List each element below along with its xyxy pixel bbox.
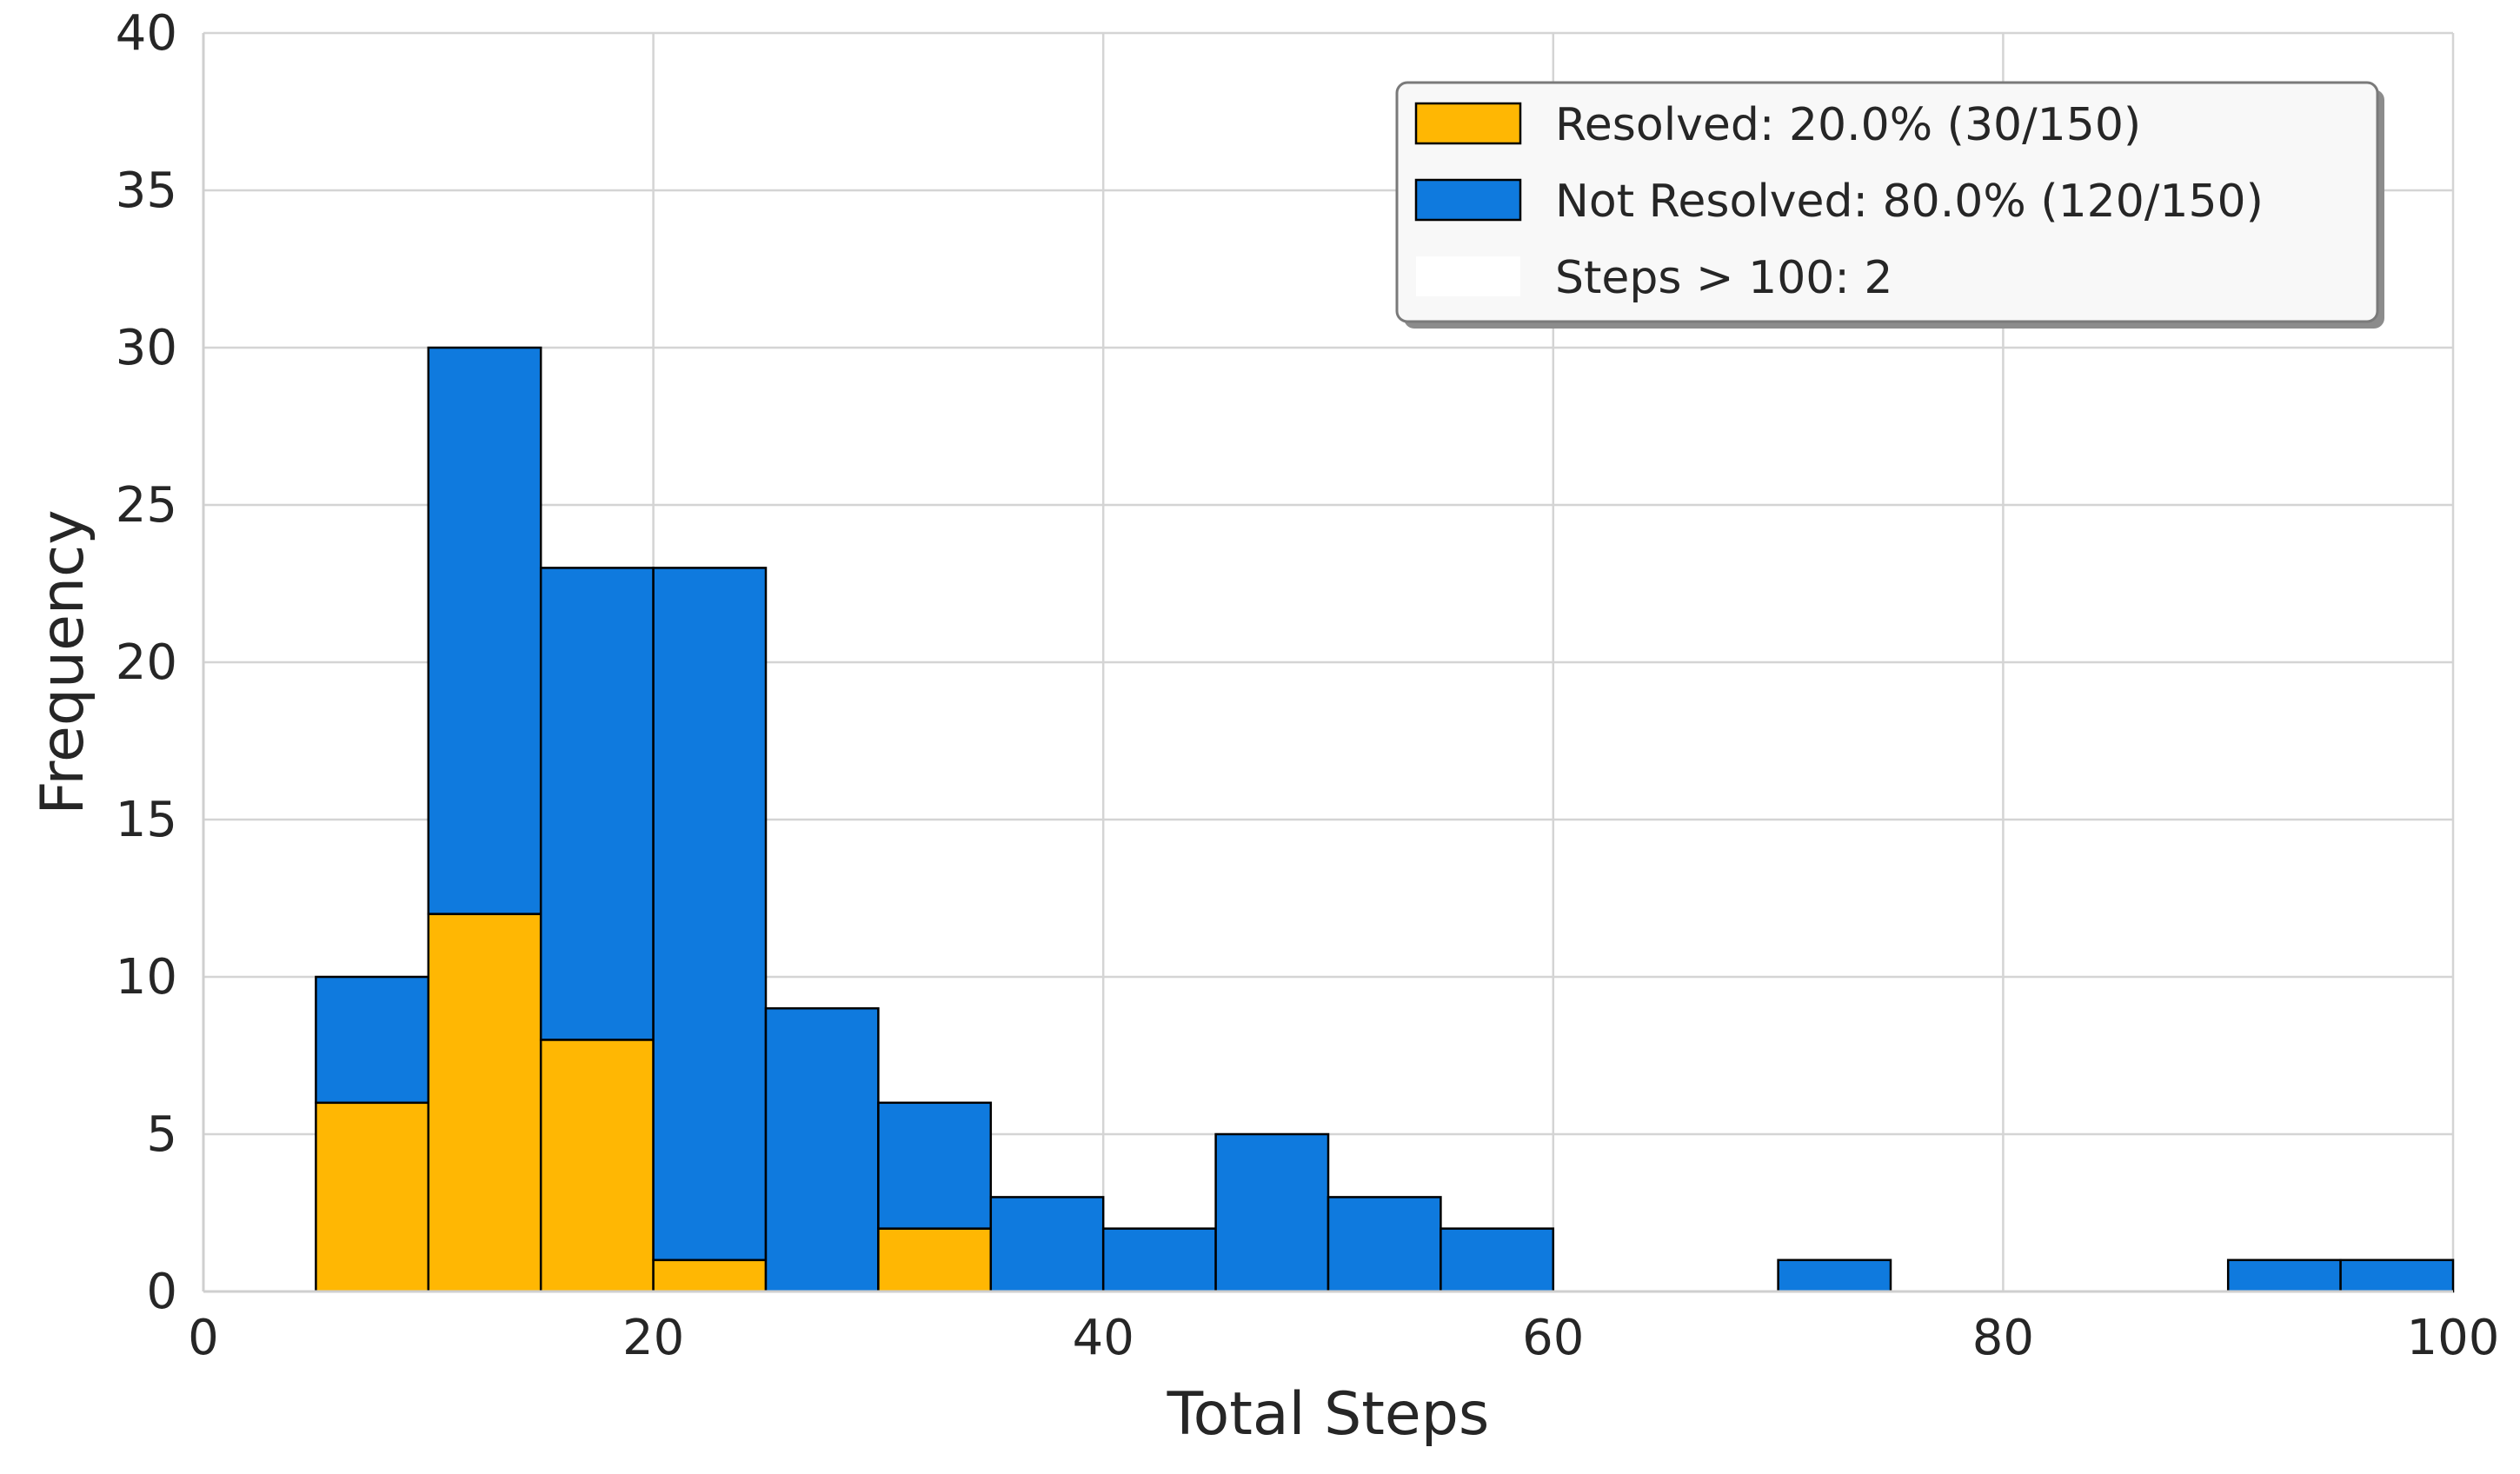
- x-tick-label: 100: [2407, 1310, 2500, 1366]
- legend-swatch: [1414, 178, 1522, 222]
- x-tick-label: 20: [622, 1310, 684, 1366]
- y-tick-label: 30: [116, 320, 177, 376]
- bars-layer: [315, 346, 2455, 1293]
- legend-label: Steps > 100: 2: [1555, 252, 1893, 304]
- bar-not-resolved: [427, 346, 542, 915]
- x-tick-label: 80: [1972, 1310, 2034, 1366]
- bar-resolved: [877, 1227, 993, 1293]
- bar-resolved: [652, 1258, 768, 1293]
- y-tick-label: 25: [116, 477, 177, 534]
- y-tick-label: 5: [146, 1106, 177, 1163]
- bar-resolved: [427, 913, 542, 1293]
- bar-not-resolved: [989, 1196, 1105, 1293]
- legend-swatch: [1414, 102, 1522, 145]
- bar-not-resolved: [1214, 1132, 1330, 1293]
- bar-not-resolved: [539, 567, 655, 1041]
- bar-not-resolved: [877, 1101, 993, 1230]
- legend-swatch: [1416, 256, 1520, 296]
- y-tick-label: 0: [146, 1264, 177, 1320]
- legend-frame: [1395, 81, 2379, 323]
- x-tick-label: 0: [188, 1310, 219, 1366]
- axes-layer: [202, 33, 2453, 1293]
- bar-not-resolved: [1777, 1258, 1892, 1293]
- bar-not-resolved: [652, 567, 768, 1262]
- legend-label: Not Resolved: 80.0% (120/150): [1555, 176, 2264, 228]
- bar-not-resolved: [2226, 1258, 2342, 1293]
- bar-not-resolved: [1440, 1227, 1555, 1293]
- bar-not-resolved: [764, 1006, 880, 1293]
- bar-not-resolved: [315, 975, 430, 1105]
- y-tick-label: 35: [116, 163, 177, 219]
- bar-resolved: [315, 1101, 430, 1293]
- bar-resolved: [539, 1039, 655, 1293]
- legend: Resolved: 20.0% (30/150) Not Resolved: 80…: [1395, 81, 2384, 329]
- bar-not-resolved: [1101, 1227, 1217, 1293]
- y-tick-label: 10: [116, 949, 177, 1006]
- bar-not-resolved: [1326, 1196, 1442, 1293]
- legend-label: Resolved: 20.0% (30/150): [1555, 99, 2141, 151]
- x-tick-label: 40: [1073, 1310, 1134, 1366]
- y-axis-title: Frequency: [29, 509, 97, 814]
- x-axis-title: Total Steps: [1167, 1380, 1490, 1449]
- y-tick-label: 15: [116, 792, 177, 848]
- ticks-layer: 0 20 40 60 80 100 0 5 10 15 20 25 30 35 40: [116, 5, 2500, 1366]
- y-tick-label: 20: [116, 634, 177, 691]
- y-tick-label: 40: [116, 5, 177, 62]
- bar-not-resolved: [2339, 1258, 2455, 1293]
- x-tick-label: 60: [1522, 1310, 1584, 1366]
